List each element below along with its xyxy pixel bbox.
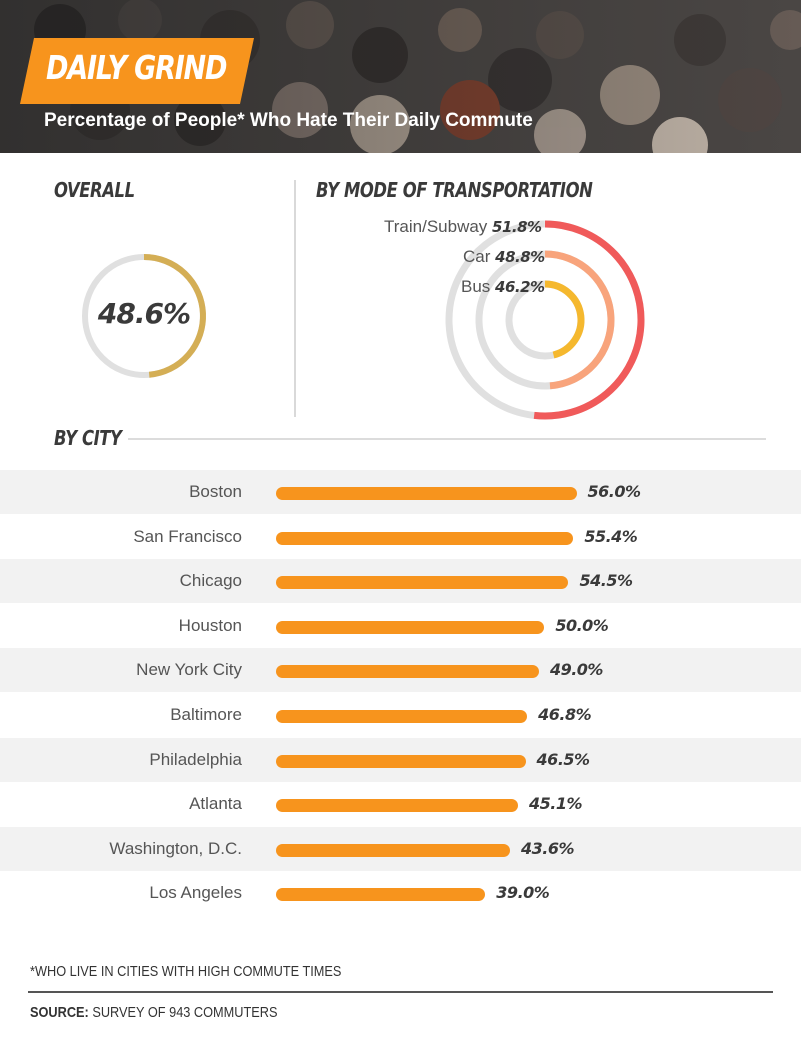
city-value-label: 56.0% (587, 482, 642, 501)
city-bar (276, 620, 545, 634)
title-tag: DAILY GRIND (20, 38, 254, 104)
city-bar (276, 799, 519, 813)
section-divider (294, 180, 296, 417)
city-value-label: 49.0% (549, 660, 604, 680)
section-title-by-mode: BY MODE OF TRANSPORTATION (316, 178, 593, 202)
city-row: Chicago 54.5% (0, 559, 801, 604)
mode-label-train: Train/Subway 51.8% (384, 217, 542, 237)
city-row: Atlanta 45.1% (0, 782, 801, 826)
city-value-label: 54.5% (579, 571, 633, 591)
page-subtitle: Percentage of People* Who Hate Their Dai… (44, 110, 533, 131)
city-value-label: 55.4% (584, 526, 638, 546)
city-label: New York City (136, 660, 242, 680)
overall-arc (143, 254, 206, 378)
overall-value-label: 48.6% (97, 297, 191, 330)
source-text: SURVEY OF 943 COMMUTERS (88, 1004, 278, 1021)
city-bar (276, 531, 574, 545)
city-value-label: 46.5% (536, 749, 591, 769)
city-label: Boston (189, 482, 242, 501)
city-label: Atlanta (189, 794, 242, 814)
overall-donut-svg (82, 254, 206, 378)
mode-label-car: Car 48.8% (463, 247, 545, 267)
mode-arc-car (544, 250, 615, 390)
city-row: Washington, D.C. 43.6% (0, 826, 801, 871)
source-label: SOURCE: (30, 1004, 89, 1021)
city-row: Philadelphia 46.5% (0, 737, 801, 782)
city-row: New York City 49.0% (0, 648, 801, 693)
city-label: Chicago (179, 571, 242, 591)
title-tag-shape (20, 38, 254, 104)
city-bar (276, 843, 510, 857)
city-label: Houston (178, 615, 242, 635)
mode-label-bus: Bus 46.2% (461, 277, 545, 297)
mode-value-train: 51.8% (492, 218, 542, 236)
city-value-label: 43.6% (520, 838, 575, 858)
section-title-overall: OVERALL (54, 178, 135, 202)
city-value-label: 39.0% (496, 883, 550, 903)
mode-arc-train (533, 220, 645, 420)
city-label: Baltimore (170, 705, 242, 724)
city-bar (276, 665, 539, 679)
city-bar (276, 754, 526, 768)
source-line: SOURCE: SURVEY OF 943 COMMUTERS (30, 1004, 277, 1021)
city-bar (276, 710, 528, 723)
city-label: Philadelphia (149, 749, 242, 769)
city-value-label: 50.0% (555, 615, 609, 635)
city-bar (276, 576, 569, 590)
overall-donut: 48.6% (78, 250, 210, 382)
city-row: Los Angeles 39.0% (0, 871, 801, 915)
city-label: Washington, D.C. (109, 838, 242, 858)
mode-rings-chart (445, 220, 645, 420)
header-banner: DAILY GRIND Percentage of People* Who Ha… (0, 0, 801, 153)
footnote: *WHO LIVE IN CITIES WITH HIGH COMMUTE TI… (30, 963, 342, 980)
by-city-rule (128, 438, 766, 440)
mode-name-car: Car (463, 247, 491, 266)
city-row: San Francisco 55.4% (0, 515, 801, 559)
city-row: Houston 50.0% (0, 604, 801, 648)
mode-name-bus: Bus (461, 277, 491, 296)
city-bar (276, 487, 577, 500)
city-bar (276, 888, 486, 902)
city-label: Los Angeles (149, 883, 242, 903)
city-row: Baltimore 46.8% (0, 693, 801, 737)
page-title: DAILY GRIND (46, 48, 227, 87)
section-title-by-city: BY CITY (54, 426, 122, 450)
mode-name-train: Train/Subway (384, 217, 488, 236)
mode-arc-bus (544, 280, 585, 359)
city-value-label: 45.1% (529, 794, 583, 814)
mode-value-bus: 46.2% (495, 278, 545, 296)
mode-value-car: 48.8% (495, 248, 545, 266)
city-row: Boston 56.0% (0, 470, 801, 514)
city-value-label: 46.8% (538, 705, 592, 724)
city-label: San Francisco (133, 526, 242, 546)
footer-rule (28, 991, 773, 993)
